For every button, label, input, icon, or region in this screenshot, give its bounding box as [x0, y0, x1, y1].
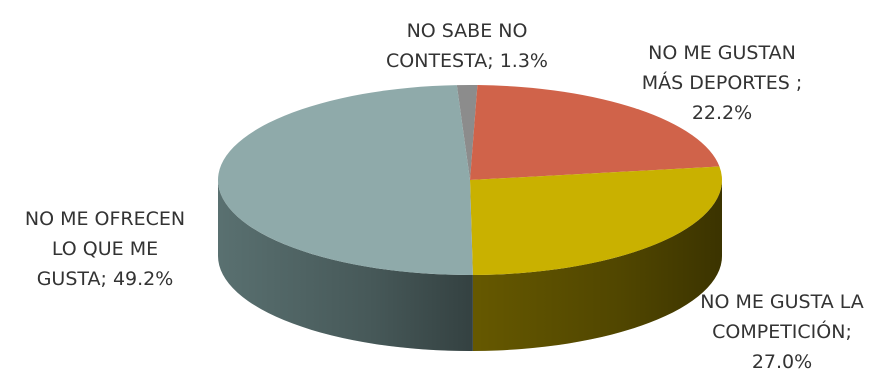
slice-label-line: COMPETICIÓN;: [712, 319, 852, 343]
slice-label-line: MÁS DEPORTES ;: [642, 71, 802, 94]
slice-label-1: NO ME GUSTAN MÁS DEPORTES ; 22.2%: [642, 42, 802, 124]
pie-slice-3: [217, 85, 473, 276]
slice-labels: NO SABE NO CONTESTA; 1.3% NO ME GUSTAN MÁS …: [25, 20, 864, 373]
slice-label-line: CONTESTA; 1.3%: [386, 50, 548, 72]
slice-label-line: NO ME GUSTAN: [648, 42, 796, 64]
slice-label-line: 27.0%: [752, 351, 812, 373]
slice-label-line: NO ME OFRECEN: [25, 208, 185, 230]
slice-label-line: NO ME GUSTA LA: [700, 291, 864, 313]
slice-label-line: NO SABE NO: [407, 20, 528, 42]
pie-tops: [217, 84, 722, 276]
pie-side-2: [472, 180, 722, 351]
pie-slice-0: [456, 84, 478, 180]
slice-label-2: NO ME GUSTA LA COMPETICIÓN; 27.0%: [700, 291, 864, 373]
slice-label-line: LO QUE ME: [52, 238, 158, 260]
slice-label-0: NO SABE NO CONTESTA; 1.3%: [386, 20, 548, 72]
slice-label-3: NO ME OFRECEN LO QUE ME GUSTA; 49.2%: [25, 208, 185, 290]
pie-sides: [218, 180, 722, 351]
slice-label-line: 22.2%: [692, 102, 752, 124]
slice-label-line: GUSTA; 49.2%: [37, 268, 174, 290]
pie-slice-1: [470, 85, 720, 180]
pie-slice-2: [470, 166, 722, 275]
pie-side-3: [218, 180, 473, 351]
